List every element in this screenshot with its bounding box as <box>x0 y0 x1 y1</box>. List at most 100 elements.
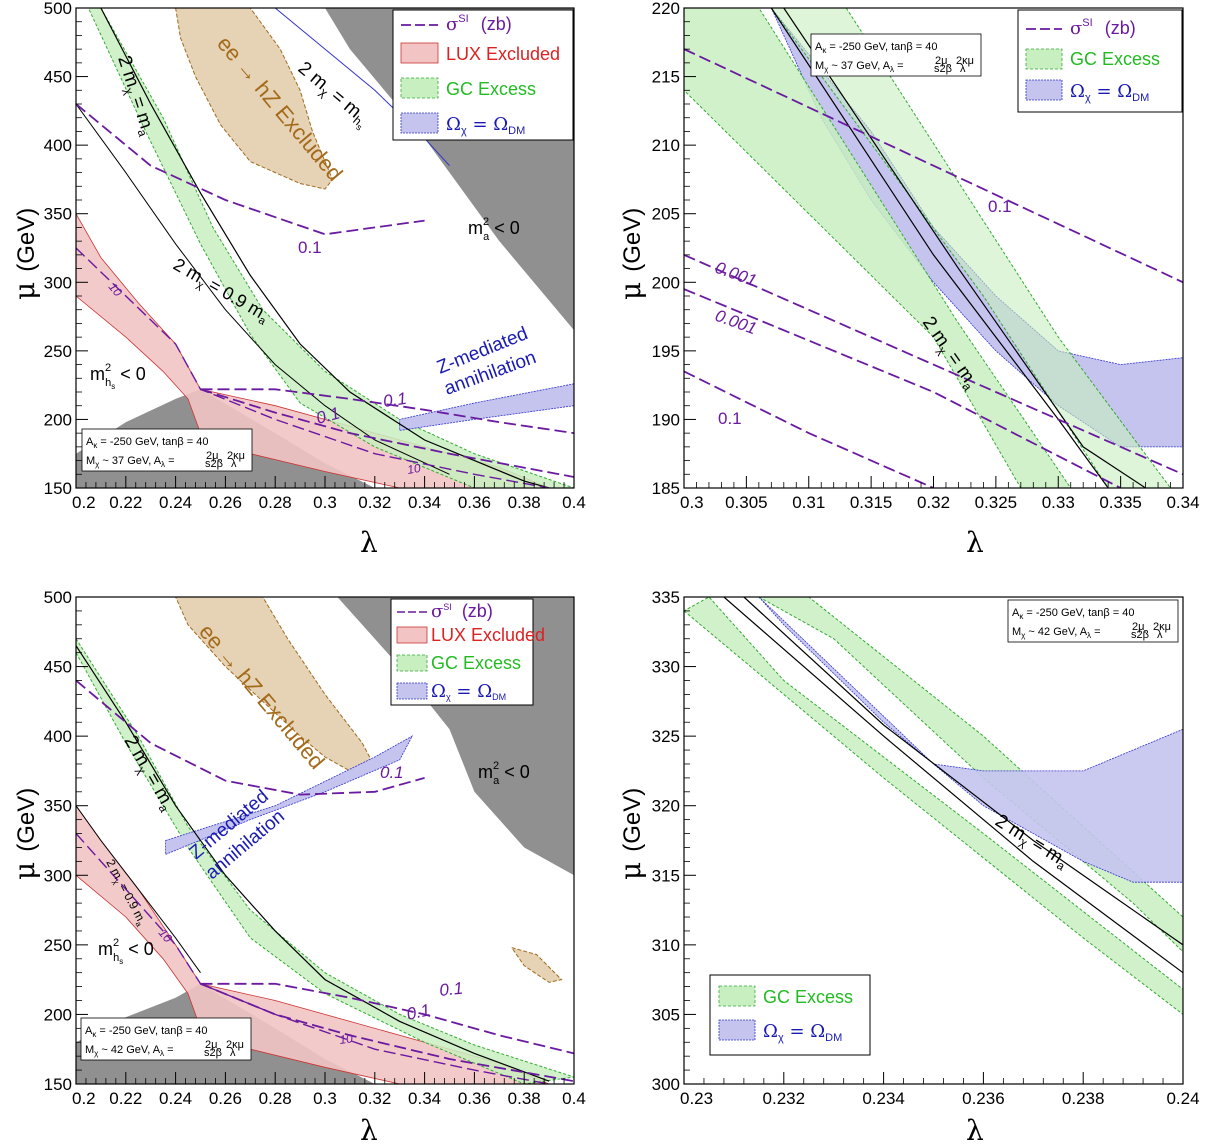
svg-text:2μ: 2μ <box>205 1039 217 1051</box>
relic-density-band <box>165 735 414 855</box>
y-tick-label: 195 <box>652 342 680 361</box>
y-tick-label: 315 <box>652 866 680 885</box>
y-tick-label: 300 <box>652 1075 680 1094</box>
sigma-curve-0 <box>684 48 1183 284</box>
x-tick-label: 0.26 <box>209 493 242 512</box>
ma-negative-label: m2 a < 0 <box>468 216 520 243</box>
y-tick-label: 350 <box>44 797 72 816</box>
xticks-top-right: 0.3 0.305 0.31 0.315 0.32 0.325 0.33 0.335 0.34 <box>680 476 1200 512</box>
svg-text:2μ: 2μ <box>935 55 947 67</box>
y-tick-label: 450 <box>44 658 72 677</box>
x-tick-label: 0.238 <box>1062 1089 1105 1108</box>
sigma-label-2: 0.1 <box>405 1000 432 1024</box>
svg-text:Mχ ~ 42 GeV, Aλ =: Mχ ~ 42 GeV, Aλ = <box>1012 626 1101 640</box>
sigma-curve-2 <box>684 288 1122 488</box>
svg-text:-: - <box>217 455 221 467</box>
x-tick-label: 0.325 <box>975 493 1018 512</box>
legend-sigma: σSI (zb) <box>446 13 512 35</box>
params-box-top-left: Aκ = -250 GeV, tanβ = 40 Mχ ~ 37 GeV, Aλ… <box>81 428 253 472</box>
sigma-label-1: 0.1 <box>382 389 408 411</box>
y-axis-label-bottom-left: μ(GeV) <box>8 788 41 880</box>
y-axis-label-top-left: μ(GeV) <box>8 208 41 300</box>
sigma-curve-2 <box>200 388 574 478</box>
mhs-negative-label: m2 hs < 0 <box>98 937 154 966</box>
svg-text:2κμ: 2κμ <box>226 1039 244 1051</box>
line-2mchi-ma-2 <box>783 8 1146 488</box>
svg-text:λ: λ <box>1157 629 1163 641</box>
y-tick-label: 190 <box>652 410 680 429</box>
y-tick-label: 500 <box>44 0 72 18</box>
xticks-top-left: 0.2 0.22 0.24 0.26 0.28 0.3 0.32 0.34 0.36 0.38 0.… <box>72 476 586 512</box>
y-tick-label: 310 <box>652 936 680 955</box>
x-tick-label: 0.315 <box>850 493 893 512</box>
ma-negative-label: m2 a < 0 <box>478 760 530 787</box>
y-tick-label: 200 <box>44 1005 72 1024</box>
y-tick-label: 185 <box>652 479 680 498</box>
sigma-curve-1 <box>684 254 1183 476</box>
gc-excess-region <box>76 637 574 1084</box>
x-tick-label: 0.36 <box>458 493 491 512</box>
svg-text:λ: λ <box>231 458 237 470</box>
relic-density-band <box>399 383 574 431</box>
legend-omega: Ωχ = ΩDM <box>763 1021 842 1044</box>
y-tick-label: 215 <box>652 68 680 87</box>
hz-excluded-region <box>175 597 376 772</box>
params-box-bottom-left: Aκ = -250 GeV, tanβ = 40 Mχ ~ 42 GeV, Aλ… <box>80 1017 252 1061</box>
svg-text:Aκ = -250 GeV, tanβ = 40: Aκ = -250 GeV, tanβ = 40 <box>815 41 937 55</box>
y-tick-label: 500 <box>44 588 72 607</box>
svg-text:λ: λ <box>960 63 966 75</box>
xticks-bottom-left: 0.2 0.22 0.24 0.26 0.28 0.3 0.32 0.34 0.36 0.38 0.… <box>72 1072 586 1108</box>
y-tick-label: 150 <box>44 1075 72 1094</box>
legend-omega: Ωχ = ΩDM <box>1070 81 1149 104</box>
x-tick-label: 0.3 <box>313 493 337 512</box>
line-2mchi-ma-2 <box>743 597 1183 946</box>
y-tick-label: 300 <box>44 273 72 292</box>
y-tick-label: 200 <box>44 410 72 429</box>
sigma-label-4: 10 <box>338 1031 353 1047</box>
gc-excess-band-2 <box>770 8 1172 488</box>
x-tick-label: 0.34 <box>408 1089 441 1108</box>
legend-lux: LUX Excluded <box>446 44 560 64</box>
sigma-curve-0 <box>76 103 425 236</box>
svg-text:s2β: s2β <box>204 1047 222 1059</box>
x-tick-label: 0.232 <box>763 1089 806 1108</box>
x-tick-label: 0.31 <box>792 493 825 512</box>
y-tick-label: 335 <box>652 588 680 607</box>
x-axis-label-top-right: λ <box>966 526 984 559</box>
y-tick-label: 150 <box>44 479 72 498</box>
svg-text:2κμ: 2κμ <box>956 55 974 67</box>
x-tick-label: 0.34 <box>1166 493 1199 512</box>
sigma-curve-0 <box>76 679 425 796</box>
x-tick-label: 0.38 <box>508 1089 541 1108</box>
x-tick-label: 0.24 <box>159 1089 192 1108</box>
gc-excess-band-1 <box>684 597 1183 1016</box>
y-tick-label: 205 <box>652 205 680 224</box>
x-tick-label: 0.26 <box>209 1089 242 1108</box>
svg-text:s2β: s2β <box>934 63 952 75</box>
x-tick-label: 0.32 <box>358 1089 391 1108</box>
gc-excess-band-1 <box>684 8 1072 488</box>
y-tick-label: 320 <box>652 797 680 816</box>
svg-text:2μ: 2μ <box>206 450 218 462</box>
y-tick-label: 250 <box>44 342 72 361</box>
sigma-label-3: 0.1 <box>718 409 742 428</box>
legend-omega: Ωχ = ΩDM <box>431 681 506 702</box>
x-tick-label: 0.24 <box>1166 1089 1199 1108</box>
legend-gc: GC Excess <box>1070 49 1160 69</box>
svg-text:Mχ ~ 37 GeV, Aλ =: Mχ ~ 37 GeV, Aλ = <box>815 60 904 74</box>
svg-text:-: - <box>946 60 950 72</box>
sigma-label-0: 0.1 <box>298 238 322 257</box>
svg-text:s2β: s2β <box>1131 629 1149 641</box>
sigma-curve-1 <box>200 982 574 1055</box>
sigma-label-0: 0.1 <box>988 197 1012 216</box>
relic-density-band <box>758 597 1183 883</box>
y-axis-label-top-right: μ(GeV) <box>614 208 647 300</box>
lux-excluded-region <box>76 805 550 1084</box>
legend-lux: LUX Excluded <box>431 625 545 645</box>
xticks-bottom-right: 0.23 0.232 0.234 0.236 0.238 0.24 <box>680 1072 1200 1108</box>
sigma-label-4: 10 <box>406 461 422 477</box>
y-tick-label: 220 <box>652 0 680 18</box>
gc-excess-band-2 <box>757 597 1183 953</box>
sigma-curve-3 <box>684 370 934 488</box>
